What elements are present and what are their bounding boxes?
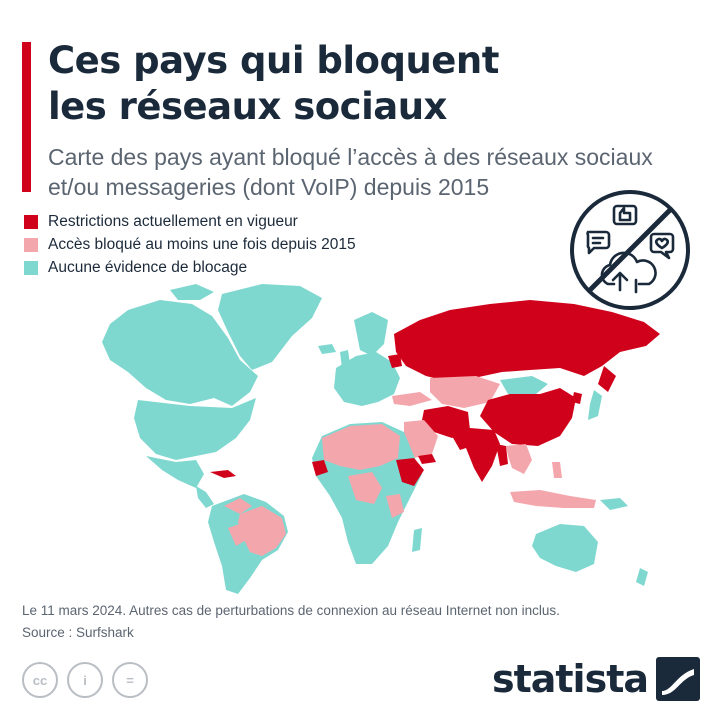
legend-label-current: Restrictions actuellement en vigueur: [48, 212, 298, 230]
map-myanmar: [496, 444, 508, 466]
map-east-africa: [386, 494, 404, 518]
map-japan: [588, 390, 602, 420]
map-bolivia: [228, 524, 246, 546]
attribution-icon[interactable]: i: [67, 662, 103, 698]
map-legend: Restrictions actuellement en vigueur Acc…: [24, 210, 356, 279]
map-belarus: [388, 354, 402, 368]
legend-item-past: Accès bloqué au moins une fois depuis 20…: [24, 233, 356, 256]
page-subtitle: Carte des pays ayant bloqué l’accès à de…: [48, 142, 708, 202]
map-arabia: [404, 420, 438, 458]
map-venezuela: [224, 498, 252, 514]
brand[interactable]: statista: [492, 657, 700, 701]
footnote: Le 11 mars 2024. Autres cas de perturbat…: [22, 600, 560, 644]
map-horn-of-africa: [396, 458, 424, 486]
map-cuba: [210, 470, 236, 478]
map-russia-far-east: [598, 366, 616, 392]
no-social-media-icon: [570, 190, 690, 310]
map-iran: [422, 406, 470, 438]
statista-logo-icon: [656, 657, 700, 701]
map-mongolia: [500, 376, 548, 394]
map-usa: [134, 398, 256, 460]
map-indonesia: [510, 490, 596, 508]
footnote-note: Le 11 mars 2024. Autres cas de perturbat…: [22, 603, 560, 618]
legend-label-none: Aucune évidence de blocage: [48, 258, 248, 276]
no-derivatives-icon[interactable]: =: [112, 662, 148, 698]
map-greenland: [218, 284, 322, 370]
map-pakistan: [452, 428, 472, 450]
legend-label-past: Accès bloqué au moins une fois depuis 20…: [48, 235, 356, 253]
map-brazil: [238, 506, 286, 556]
map-arctic-islands: [170, 284, 214, 300]
map-scandinavia: [354, 312, 388, 356]
map-europe: [334, 352, 400, 406]
map-central-asia: [430, 376, 500, 408]
map-uk: [340, 350, 350, 368]
legend-item-current: Restrictions actuellement en vigueur: [24, 210, 356, 233]
map-turkey: [392, 392, 432, 406]
map-new-zealand: [636, 568, 648, 586]
map-iceland: [318, 344, 336, 354]
legend-item-none: Aucune évidence de blocage: [24, 256, 356, 279]
map-china: [480, 388, 576, 446]
map-central-america: [196, 486, 214, 508]
title-line-2: les réseaux sociaux: [48, 85, 447, 128]
map-russia: [394, 300, 660, 382]
license-icons: cc i =: [22, 662, 148, 698]
legend-swatch-past: [24, 237, 38, 252]
map-southeast-asia: [506, 444, 532, 474]
subtitle-line-1: Carte des pays ayant bloqué l’accès à de…: [48, 144, 653, 170]
map-yemen: [418, 454, 436, 464]
title-accent-bar: [22, 42, 31, 192]
map-west-africa: [312, 460, 328, 476]
footnote-source: Source : Surfshark: [22, 625, 134, 640]
brand-name: statista: [491, 657, 649, 701]
title-line-1: Ces pays qui bloquent: [48, 39, 499, 82]
map-canada: [102, 300, 258, 406]
map-madagascar: [412, 528, 422, 552]
subtitle-line-2: et/ou messageries (dont VoIP) depuis 201…: [48, 174, 490, 200]
legend-swatch-none: [24, 260, 38, 275]
map-philippines: [552, 462, 562, 478]
map-mexico: [146, 456, 204, 488]
map-india: [466, 428, 500, 482]
legend-swatch-current: [24, 214, 38, 229]
map-north-africa: [322, 424, 400, 470]
map-papua: [600, 498, 628, 510]
map-north-korea: [572, 392, 582, 404]
map-australia: [532, 524, 598, 572]
world-map: [102, 284, 660, 594]
map-central-africa: [348, 472, 382, 504]
page-title: Ces pays qui bloquent les réseaux sociau…: [48, 38, 608, 130]
cc-icon[interactable]: cc: [22, 662, 58, 698]
